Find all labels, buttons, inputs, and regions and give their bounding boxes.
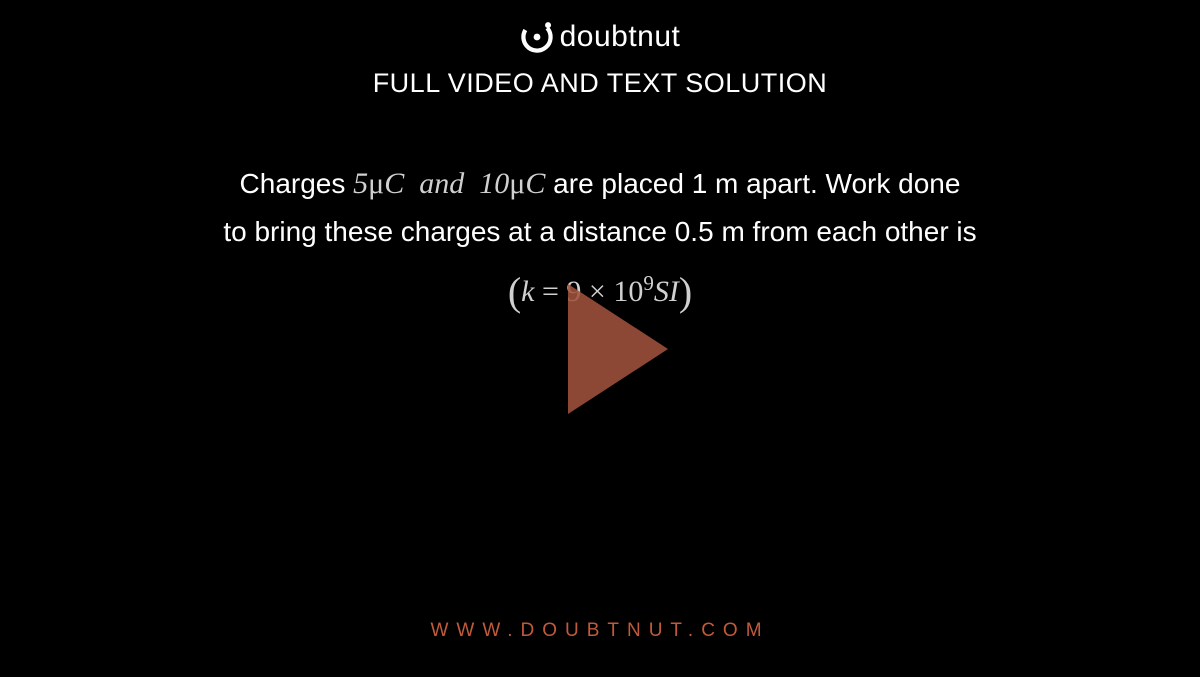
doubtnut-logo-icon (520, 20, 554, 54)
video-thumbnail-container: doubtnut FULL VIDEO AND TEXT SOLUTION Ch… (0, 0, 1200, 677)
question-prefix: Charges (240, 168, 354, 199)
tagline-text: FULL VIDEO AND TEXT SOLUTION (373, 68, 828, 99)
brand-name: doubtnut (560, 20, 681, 54)
footer-url: WWW.DOUBTNUT.COM (430, 620, 769, 642)
paren-open: ( (508, 269, 521, 314)
math-expression-1: 5μC and 10μC (353, 167, 545, 200)
question-line-2: to bring these charges at a distance 0.5… (115, 209, 1085, 255)
logo-row: doubtnut (520, 20, 681, 54)
formula-eq: = (534, 275, 566, 308)
question-mid1: are placed 1 m apart. Work done (545, 168, 960, 199)
paren-close: ) (679, 269, 692, 314)
play-button[interactable] (568, 284, 668, 414)
formula-k: k (521, 275, 534, 308)
question-line-1: Charges 5μC and 10μC are placed 1 m apar… (115, 159, 1085, 209)
